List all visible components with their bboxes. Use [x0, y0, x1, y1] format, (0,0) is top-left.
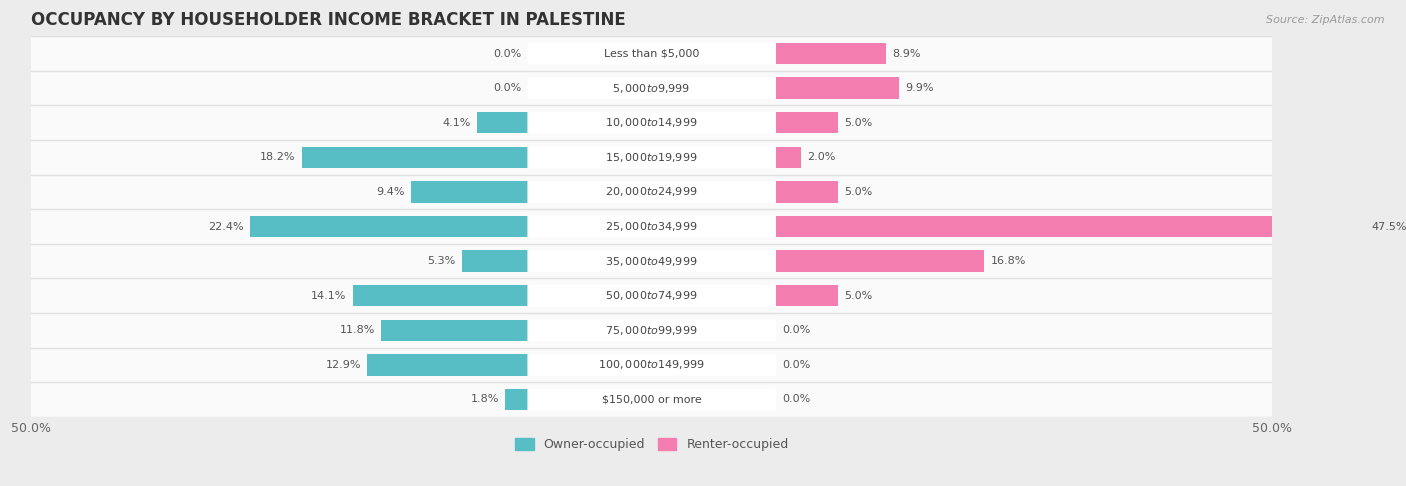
Bar	[477, 112, 527, 134]
Text: $150,000 or more: $150,000 or more	[602, 395, 702, 404]
FancyBboxPatch shape	[527, 181, 776, 203]
Text: 18.2%: 18.2%	[260, 152, 295, 162]
Text: $20,000 to $24,999: $20,000 to $24,999	[606, 186, 697, 198]
Bar	[367, 354, 527, 376]
Bar	[31, 382, 1272, 417]
Text: 2.0%: 2.0%	[807, 152, 835, 162]
FancyBboxPatch shape	[527, 146, 776, 168]
Bar	[776, 250, 984, 272]
Bar	[31, 347, 1272, 382]
Text: 0.0%: 0.0%	[494, 49, 522, 58]
FancyBboxPatch shape	[527, 319, 776, 341]
Text: $35,000 to $49,999: $35,000 to $49,999	[606, 255, 697, 268]
Text: 0.0%: 0.0%	[494, 83, 522, 93]
Text: 5.0%: 5.0%	[844, 291, 872, 301]
Text: 0.0%: 0.0%	[782, 360, 810, 370]
Text: 1.8%: 1.8%	[471, 395, 499, 404]
Text: $5,000 to $9,999: $5,000 to $9,999	[613, 82, 690, 95]
Bar	[353, 285, 527, 307]
Bar	[31, 313, 1272, 347]
Bar	[31, 140, 1272, 174]
Bar	[31, 174, 1272, 209]
Bar	[249, 216, 527, 237]
Text: 9.4%: 9.4%	[377, 187, 405, 197]
Bar	[505, 389, 527, 410]
FancyBboxPatch shape	[527, 215, 776, 238]
Bar	[776, 77, 898, 99]
FancyBboxPatch shape	[527, 388, 776, 411]
Text: 9.9%: 9.9%	[905, 83, 934, 93]
Bar	[302, 147, 527, 168]
Bar	[31, 209, 1272, 244]
Text: 8.9%: 8.9%	[893, 49, 921, 58]
Text: $15,000 to $19,999: $15,000 to $19,999	[606, 151, 697, 164]
Text: 4.1%: 4.1%	[441, 118, 471, 128]
Bar	[461, 250, 527, 272]
Bar	[776, 43, 886, 64]
Text: $25,000 to $34,999: $25,000 to $34,999	[606, 220, 697, 233]
Bar	[411, 181, 527, 203]
Bar	[776, 216, 1365, 237]
Bar	[381, 320, 527, 341]
FancyBboxPatch shape	[527, 112, 776, 134]
Text: Less than $5,000: Less than $5,000	[605, 49, 699, 58]
Text: 5.3%: 5.3%	[427, 256, 456, 266]
Text: $10,000 to $14,999: $10,000 to $14,999	[606, 116, 697, 129]
Text: $100,000 to $149,999: $100,000 to $149,999	[599, 358, 704, 371]
Text: 22.4%: 22.4%	[208, 222, 243, 231]
Text: 11.8%: 11.8%	[339, 325, 375, 335]
FancyBboxPatch shape	[527, 285, 776, 307]
Bar	[776, 285, 838, 307]
Bar	[31, 278, 1272, 313]
Bar	[31, 71, 1272, 105]
Text: Source: ZipAtlas.com: Source: ZipAtlas.com	[1267, 15, 1385, 25]
FancyBboxPatch shape	[527, 42, 776, 65]
FancyBboxPatch shape	[527, 77, 776, 99]
Text: OCCUPANCY BY HOUSEHOLDER INCOME BRACKET IN PALESTINE: OCCUPANCY BY HOUSEHOLDER INCOME BRACKET …	[31, 11, 626, 29]
Text: 5.0%: 5.0%	[844, 187, 872, 197]
Bar	[31, 105, 1272, 140]
Text: 14.1%: 14.1%	[311, 291, 346, 301]
Text: 5.0%: 5.0%	[844, 118, 872, 128]
Text: 47.5%: 47.5%	[1371, 222, 1406, 231]
Text: 0.0%: 0.0%	[782, 325, 810, 335]
Bar	[776, 112, 838, 134]
Text: $50,000 to $74,999: $50,000 to $74,999	[606, 289, 697, 302]
Legend: Owner-occupied, Renter-occupied: Owner-occupied, Renter-occupied	[510, 433, 793, 456]
Bar	[776, 147, 800, 168]
FancyBboxPatch shape	[527, 354, 776, 376]
Bar	[776, 181, 838, 203]
Text: $75,000 to $99,999: $75,000 to $99,999	[606, 324, 697, 337]
Text: 12.9%: 12.9%	[326, 360, 361, 370]
FancyBboxPatch shape	[527, 250, 776, 272]
Text: 0.0%: 0.0%	[782, 395, 810, 404]
Text: 16.8%: 16.8%	[990, 256, 1026, 266]
Bar	[31, 244, 1272, 278]
Bar	[31, 36, 1272, 71]
